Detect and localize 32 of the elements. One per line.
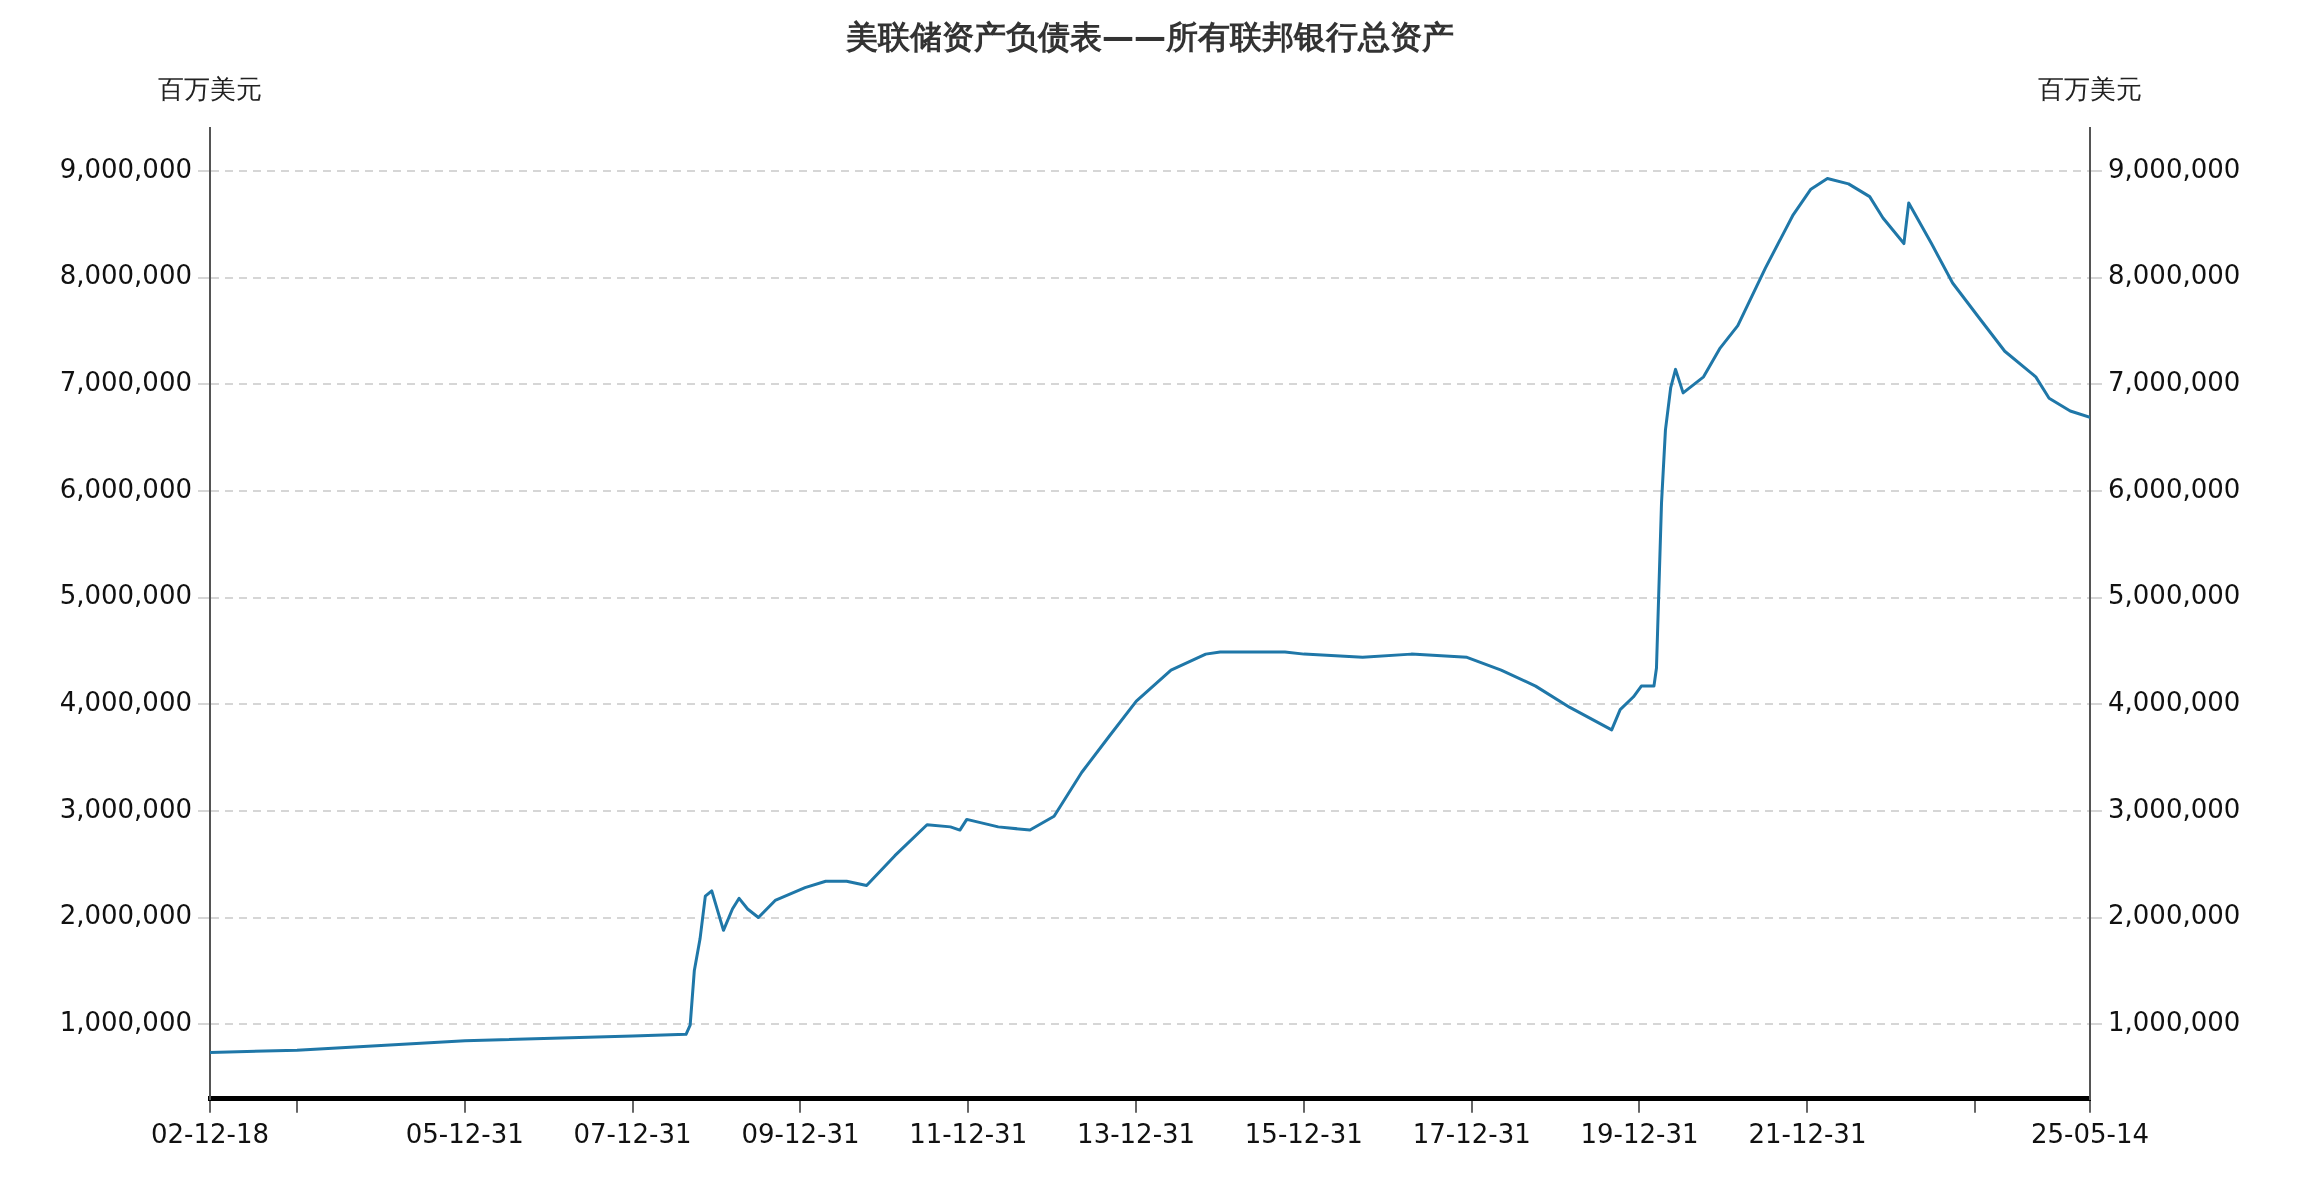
x-tick-label: 25-05-14: [2030, 1119, 2150, 1150]
y2-tick-label: 2,000,000: [2108, 900, 2241, 931]
x-tick-label: 07-12-31: [573, 1119, 692, 1150]
y2-tick-label: 8,000,000: [2108, 260, 2241, 291]
y-tick-label: 2,000,000: [59, 900, 192, 931]
y-tick-label: 4,000,000: [59, 686, 192, 717]
y-tick-label: 6,000,000: [59, 473, 192, 504]
y2-tick-label: 5,000,000: [2108, 580, 2241, 611]
y2-tick-label: 9,000,000: [2108, 153, 2241, 184]
x-tick-label: 09-12-31: [741, 1119, 860, 1150]
y2-axis-title: 百万美元: [2038, 74, 2142, 105]
y2-tick-label: 1,000,000: [2108, 1006, 2241, 1037]
x-tick-label: 11-12-31: [909, 1119, 1028, 1150]
x-tick-label: 15-12-31: [1244, 1119, 1363, 1150]
y-tick-label: 9,000,000: [59, 153, 192, 184]
x-tick-label: 21-12-31: [1748, 1119, 1867, 1150]
y-axis-title: 百万美元: [158, 74, 262, 105]
y-tick-label: 7,000,000: [59, 367, 192, 398]
y-tick-label: 5,000,000: [59, 580, 192, 611]
x-tick-label: 19-12-31: [1580, 1119, 1699, 1150]
y2-tick-label: 6,000,000: [2108, 473, 2241, 504]
y2-tick-label: 7,000,000: [2108, 367, 2241, 398]
x-tick-label: 13-12-31: [1077, 1119, 1196, 1150]
x-tick-label: 17-12-31: [1412, 1119, 1531, 1150]
y-tick-label: 8,000,000: [59, 260, 192, 291]
y-tick-label: 1,000,000: [59, 1006, 192, 1037]
x-tick-label: 05-12-31: [405, 1119, 524, 1150]
y2-tick-label: 4,000,000: [2108, 686, 2241, 717]
y2-tick-label: 3,000,000: [2108, 793, 2241, 824]
x-tick-label: 02-12-18: [150, 1119, 270, 1150]
y-tick-label: 3,000,000: [59, 793, 192, 824]
chart-title: 美联储资产负债表——所有联邦银行总资产: [845, 17, 1454, 56]
